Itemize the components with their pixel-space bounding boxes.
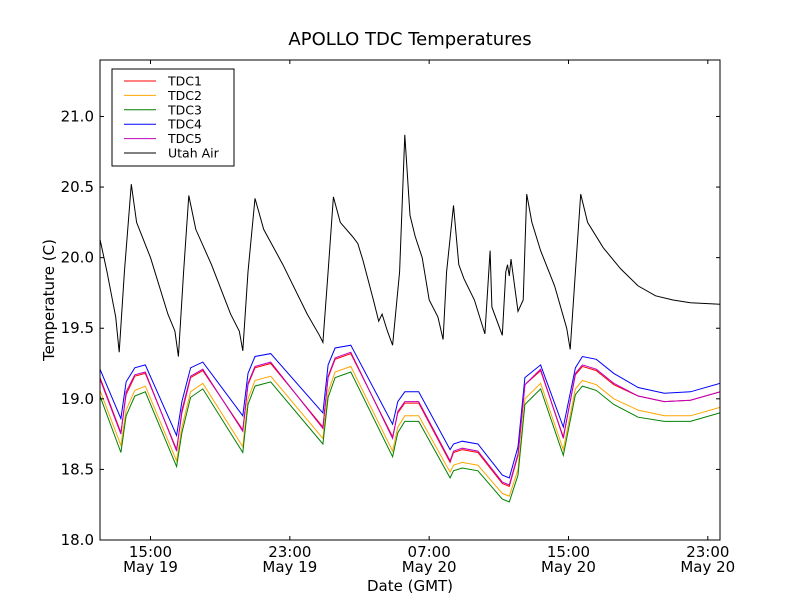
series-line-tdc1 bbox=[100, 352, 720, 488]
x-tick-label-time: 15:00 bbox=[129, 543, 172, 561]
y-tick-label: 18.0 bbox=[61, 531, 94, 549]
legend-label-tdc1: TDC1 bbox=[167, 74, 202, 89]
chart-title: APOLLO TDC Temperatures bbox=[288, 29, 531, 50]
y-tick-label: 20.5 bbox=[61, 178, 94, 196]
x-tick-label-date: May 20 bbox=[402, 558, 457, 576]
series-layer bbox=[100, 134, 720, 503]
legend-label-tdc4: TDC4 bbox=[167, 117, 202, 132]
y-tick-label: 18.5 bbox=[61, 460, 94, 478]
y-axis-label: Temperature (C) bbox=[40, 239, 58, 362]
series-line-tdc3 bbox=[100, 371, 720, 503]
legend-label-tdc3: TDC3 bbox=[167, 102, 202, 117]
x-tick-label-date: May 19 bbox=[123, 558, 178, 576]
series-line-tdc2 bbox=[100, 365, 720, 497]
legend-label-tdc5: TDC5 bbox=[167, 131, 202, 146]
x-tick-label-date: May 19 bbox=[262, 558, 317, 576]
x-tick-label-date: May 20 bbox=[541, 558, 596, 576]
legend-label-tdc2: TDC2 bbox=[167, 88, 202, 103]
x-tick-label-date: May 20 bbox=[680, 558, 735, 576]
x-axis-label: Date (GMT) bbox=[367, 577, 453, 595]
series-line-tdc4 bbox=[100, 344, 720, 479]
series-line-utah-air bbox=[100, 134, 720, 357]
y-tick-label: 21.0 bbox=[61, 107, 94, 125]
legend-label-utah-air: Utah Air bbox=[168, 146, 220, 161]
y-tick-label: 19.5 bbox=[61, 319, 94, 337]
x-tick-label-time: 15:00 bbox=[547, 543, 590, 561]
legend-box bbox=[111, 68, 235, 167]
x-tick-label-time: 23:00 bbox=[686, 543, 729, 561]
y-tick-label: 19.0 bbox=[61, 390, 94, 408]
plot-frame bbox=[99, 59, 721, 541]
x-tick-label-time: 23:00 bbox=[268, 543, 311, 561]
series-line-tdc5 bbox=[100, 351, 720, 486]
x-tick-label-time: 07:00 bbox=[408, 543, 451, 561]
y-tick-label: 20.0 bbox=[61, 249, 94, 267]
